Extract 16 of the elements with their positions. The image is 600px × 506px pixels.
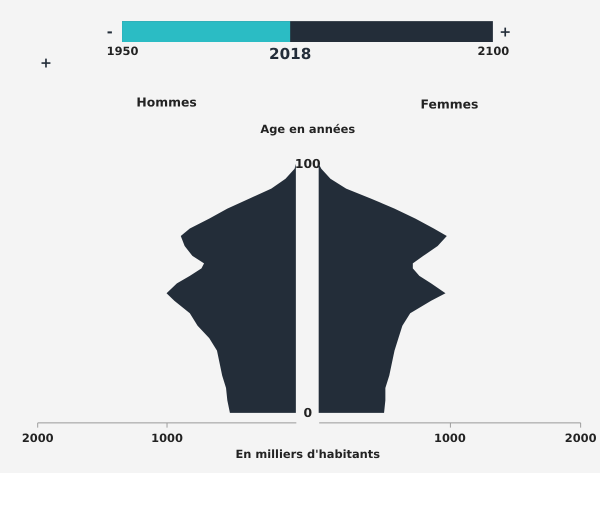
chart-title: Femmes bbox=[420, 98, 478, 112]
x-tick-label: 1000 bbox=[151, 430, 183, 445]
y-tick-label: 100 bbox=[294, 157, 322, 172]
x-tick-label: 1950 bbox=[106, 44, 138, 58]
y-tick-label: 0 bbox=[303, 406, 312, 420]
chart-title: Hommes bbox=[136, 96, 197, 110]
text: - bbox=[106, 24, 113, 40]
x-axis-title: En milliers d'habitants bbox=[235, 447, 380, 462]
text: + bbox=[40, 56, 52, 72]
x-tick-label: 2000 bbox=[564, 430, 597, 445]
data-label: 2018 bbox=[269, 45, 312, 64]
x-tick-label: 2100 bbox=[477, 44, 510, 58]
x-tick-label: 1000 bbox=[434, 430, 466, 445]
x-tick-label: 2000 bbox=[22, 430, 54, 445]
y-axis-title: Age en années bbox=[260, 122, 356, 136]
text: + bbox=[499, 24, 512, 40]
